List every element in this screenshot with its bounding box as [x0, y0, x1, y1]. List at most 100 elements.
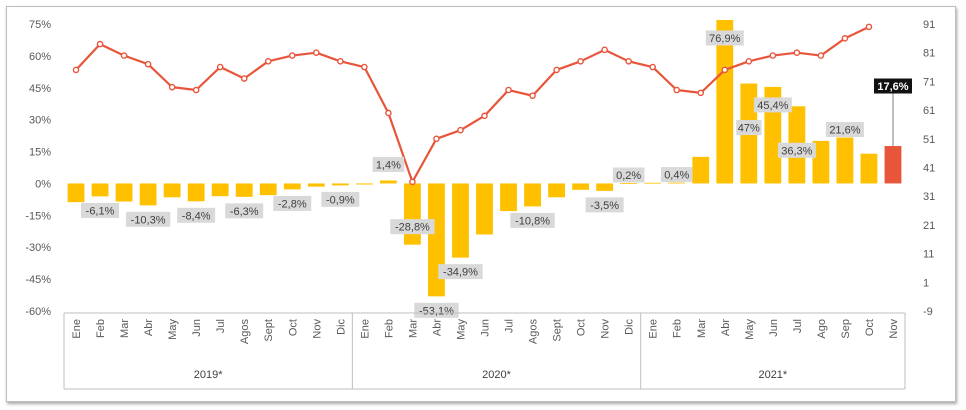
- data-label: 45,4%: [757, 100, 788, 112]
- bar: [379, 180, 397, 184]
- x-tick-label: Sep: [840, 319, 852, 339]
- x-tick-label: Oct: [864, 319, 876, 336]
- x-tick-label: Oct: [576, 319, 588, 336]
- line-point: [264, 58, 272, 65]
- bar: [476, 183, 493, 235]
- data-label-box: [390, 219, 435, 235]
- x-tick-label: Sept: [263, 319, 275, 342]
- data-label: 17,6%: [877, 81, 908, 93]
- bar: [548, 183, 565, 198]
- line-point: [457, 126, 464, 134]
- line-point: [865, 23, 873, 31]
- bar: [331, 183, 349, 186]
- bar: [139, 183, 157, 206]
- data-label-box: [414, 302, 459, 318]
- bar: [67, 183, 85, 203]
- line-point: [96, 40, 104, 48]
- x-tick-label: Jul: [215, 319, 227, 333]
- data-label-box: [225, 203, 264, 219]
- line-point: [385, 109, 392, 117]
- data-label-box: [510, 212, 555, 228]
- data-label: 1,4%: [376, 159, 401, 171]
- data-label: -3,5%: [590, 200, 619, 212]
- y-tick-label: 45%: [29, 83, 51, 95]
- y2-tick-label: 21: [923, 220, 935, 232]
- line-point: [433, 135, 440, 143]
- line-point: [817, 52, 825, 59]
- x-tick-label: Nov: [888, 319, 900, 339]
- bar: [572, 183, 590, 190]
- data-label-box: [125, 211, 171, 227]
- y2-tick-label: 71: [923, 76, 935, 88]
- x-tick-label: Jul: [504, 319, 516, 333]
- x-tick-label: Mar: [696, 319, 708, 338]
- line-point: [192, 86, 200, 94]
- line-point: [409, 178, 416, 186]
- x-tick-label: Abr: [720, 319, 732, 336]
- x-tick-label: May: [455, 319, 467, 340]
- line-point: [793, 49, 801, 57]
- line-point: [577, 58, 584, 65]
- data-label-box: [825, 122, 864, 138]
- x-tick-label: Jul: [792, 319, 804, 333]
- group-label: 2020*: [482, 369, 511, 381]
- y-tick-label: 60%: [29, 51, 51, 63]
- y-tick-label: 15%: [29, 147, 51, 159]
- y2-tick-label: 51: [923, 134, 935, 146]
- data-label: -10,3%: [131, 214, 166, 226]
- line-point: [72, 66, 80, 74]
- x-tick-label: Ago: [816, 319, 828, 339]
- x-tick-label: Mar: [407, 319, 419, 338]
- bar: [644, 182, 662, 184]
- data-label-box: [612, 167, 645, 183]
- line-point: [312, 49, 320, 57]
- line-point: [337, 58, 344, 65]
- chart-canvas: 75% 60% 45% 30% 15% 0% -15% -30% -45% -60% 91 81 71 6…: [25, 19, 935, 390]
- data-label-box: [753, 97, 792, 113]
- data-label: -8,4%: [182, 210, 211, 222]
- bar: [187, 183, 205, 202]
- data-label-box: [777, 142, 816, 158]
- data-label-box: [705, 30, 744, 46]
- line-point: [601, 46, 608, 54]
- data-label-box: [81, 202, 120, 218]
- bar: [283, 183, 301, 190]
- y2-tick-label: 1: [923, 277, 929, 289]
- bar: [91, 183, 109, 197]
- bar: [115, 183, 133, 202]
- x-tick-label: Mar: [119, 319, 131, 338]
- x-tick-label: Abr: [431, 319, 443, 336]
- data-label: 0,2%: [616, 170, 641, 182]
- y2-tick-label: 41: [923, 163, 935, 175]
- bar: [692, 156, 710, 184]
- line-point: [745, 58, 753, 65]
- x-tick-label: Jun: [191, 319, 203, 337]
- x-tick-label: Sept: [552, 319, 564, 342]
- bar: [211, 183, 229, 197]
- data-label-box: [372, 156, 405, 172]
- y-tick-label: -60%: [25, 306, 51, 318]
- bar: [860, 153, 878, 184]
- group-label: 2019*: [194, 369, 223, 381]
- x-tick-label: Feb: [95, 319, 107, 338]
- line-point: [625, 58, 632, 65]
- bar: [500, 183, 517, 212]
- y2-tick-label: 81: [923, 48, 935, 60]
- line-point: [120, 52, 128, 59]
- data-label-box: [660, 167, 693, 183]
- line-point: [144, 60, 152, 68]
- data-label-box: [438, 264, 483, 280]
- data-label: -6,1%: [86, 205, 115, 217]
- bar: [884, 146, 902, 184]
- x-tick-label: May: [167, 319, 179, 340]
- line-point: [168, 83, 176, 91]
- y-tick-label: -30%: [25, 242, 51, 254]
- bar: [163, 183, 181, 198]
- x-tick-label: May: [744, 319, 756, 340]
- y-tick-label: -45%: [25, 274, 51, 286]
- data-label: 36,3%: [781, 145, 812, 157]
- x-tick-label: Ene: [648, 319, 660, 339]
- x-tick-label: Dic: [624, 319, 636, 335]
- line-point: [721, 66, 729, 74]
- data-label-box: [873, 78, 912, 94]
